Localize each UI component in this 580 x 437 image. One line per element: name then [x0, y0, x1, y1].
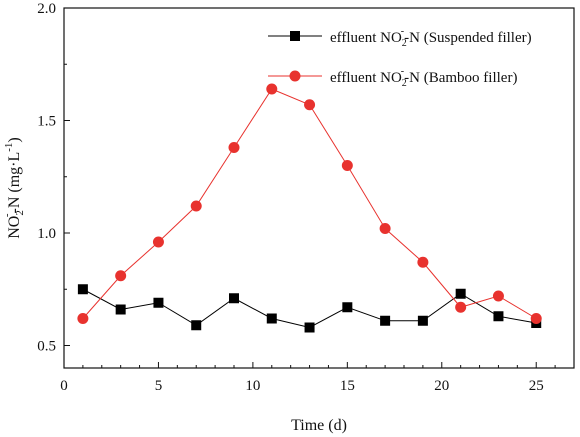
y-tick-label: 1.0 [37, 226, 56, 242]
legend: effluent NO2--N (Suspended filler) efflu… [268, 26, 532, 89]
x-tick-label: 10 [245, 378, 260, 394]
data-point-suspended [266, 313, 277, 324]
y-axis-label-group: NO2--N (mg·L-1) [1, 137, 26, 239]
data-point-bamboo [115, 270, 127, 282]
data-point-bamboo [530, 313, 542, 324]
data-point-suspended [153, 297, 164, 308]
legend-entry-bamboo: effluent NO2--N (Bamboo filler) [268, 66, 517, 89]
data-point-bamboo [341, 160, 353, 171]
plot-area [77, 83, 542, 333]
data-point-bamboo [228, 142, 240, 153]
legend-label-suspended: effluent NO2--N (Suspended filler) [330, 26, 532, 49]
legend-marker-suspended [290, 31, 300, 41]
y-tick-label: 1.5 [37, 114, 56, 130]
x-tick-label: 0 [60, 378, 68, 394]
data-point-suspended [191, 320, 202, 331]
data-point-bamboo [77, 313, 89, 324]
x-tick-label: 25 [529, 378, 544, 394]
data-point-bamboo [417, 256, 429, 268]
series-line-1 [82, 88, 537, 319]
x-axis-label: Time (d) [291, 417, 347, 434]
x-tick-label: 5 [155, 378, 163, 394]
data-point-suspended [77, 284, 88, 295]
data-point-suspended [417, 315, 428, 326]
data-point-suspended [115, 304, 126, 315]
data-point-bamboo [190, 200, 202, 212]
series-line-0 [82, 288, 537, 329]
data-point-suspended [229, 293, 239, 304]
data-point-bamboo [455, 301, 467, 313]
legend-label-bamboo: effluent NO2--N (Bamboo filler) [330, 66, 517, 89]
data-point-suspended [493, 311, 504, 322]
plot-frame [63, 7, 575, 369]
x-tick-label: 20 [434, 378, 449, 394]
x-axis: 0 5 10 15 20 25 [60, 362, 556, 394]
y-axis: 0.5 1.0 1.5 2.0 [37, 1, 70, 355]
legend-marker-bamboo [289, 70, 301, 82]
data-point-suspended [342, 302, 353, 313]
y-tick-label: 0.5 [37, 339, 56, 355]
data-point-bamboo [266, 83, 278, 95]
legend-entry-suspended: effluent NO2--N (Suspended filler) [268, 26, 532, 49]
y-axis-label: NO2--N (mg·L-1) [1, 137, 26, 239]
data-point-bamboo [152, 236, 164, 248]
data-point-bamboo [379, 223, 391, 234]
data-point-bamboo [304, 99, 316, 111]
data-point-suspended [455, 288, 466, 299]
x-tick-label: 15 [340, 378, 355, 394]
data-point-bamboo [492, 290, 504, 302]
data-point-suspended [304, 322, 315, 333]
data-point-suspended [380, 315, 391, 326]
y-tick-label: 2.0 [37, 1, 56, 17]
